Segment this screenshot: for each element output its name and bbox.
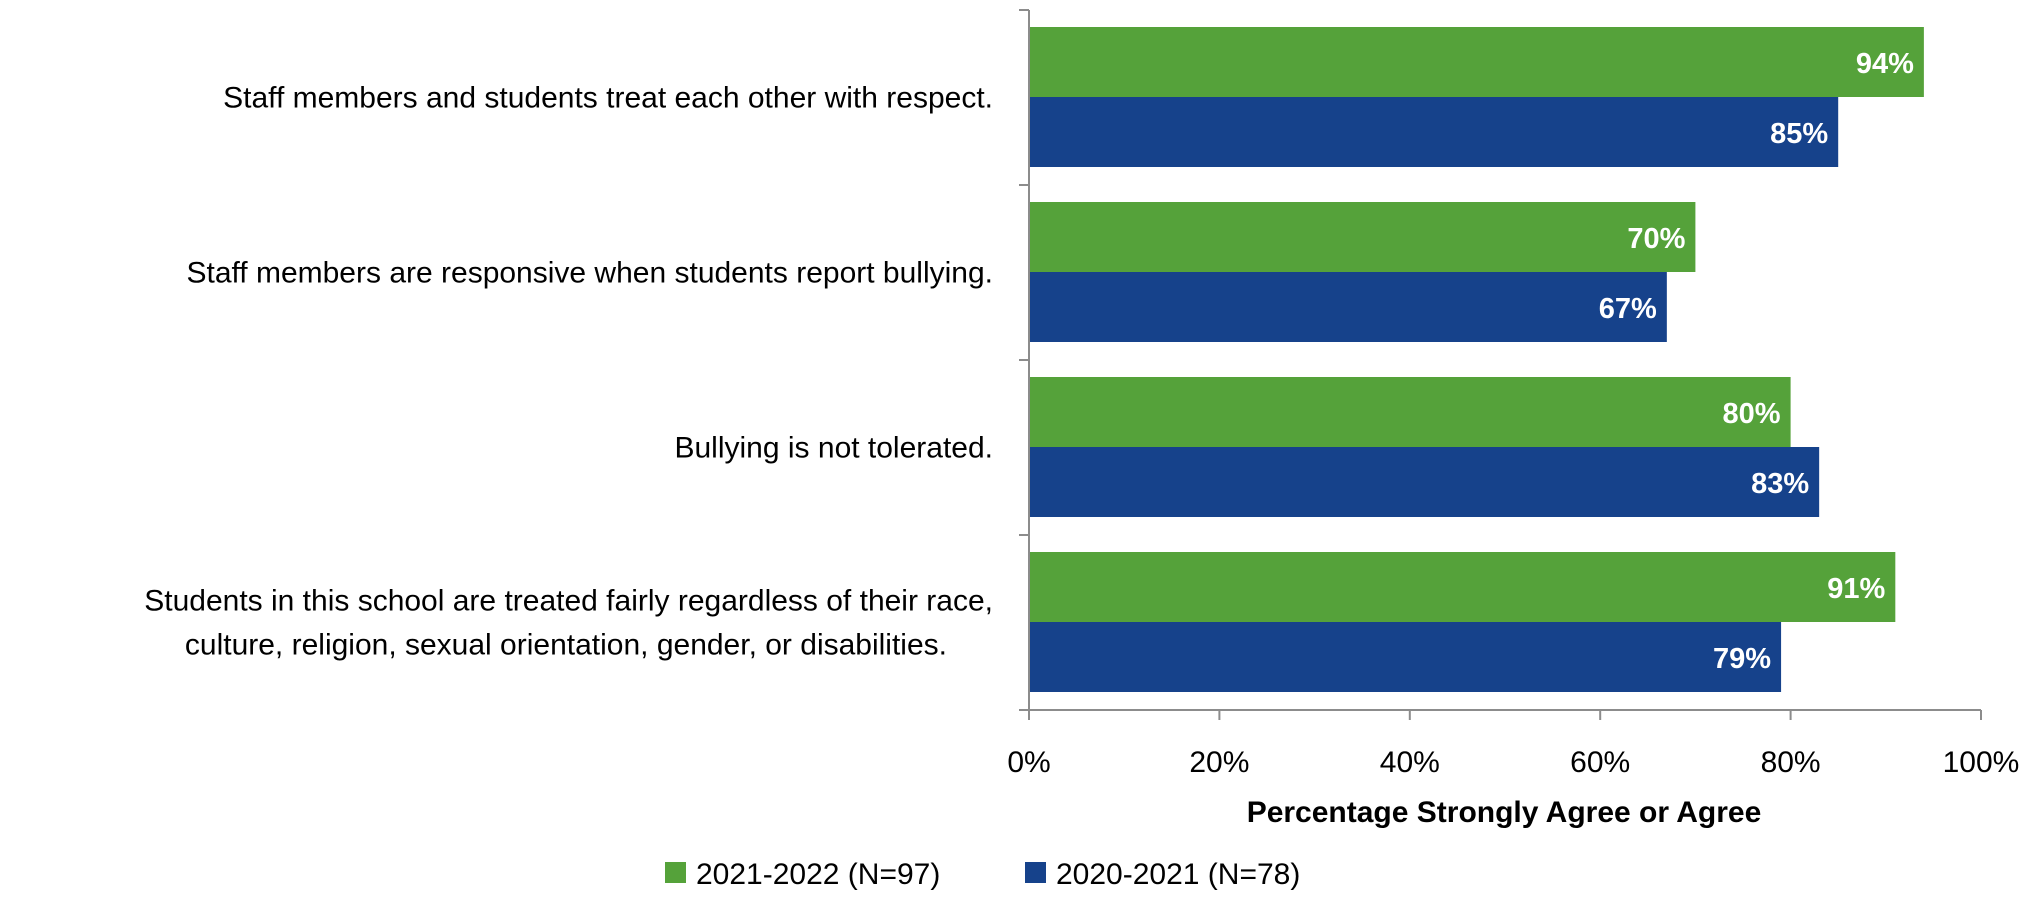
bar-series1-cat2: [1029, 202, 1696, 272]
category-label: Staff members and students treat each ot…: [223, 82, 993, 115]
data-label: 85%: [1770, 118, 1828, 150]
category-label: culture, religion, sexual orientation, g…: [185, 629, 947, 662]
x-tick-label: 40%: [1380, 746, 1440, 779]
bar-series1-cat3: [1029, 377, 1791, 447]
bar-series1-cat1: [1029, 27, 1924, 97]
data-label: 67%: [1599, 293, 1657, 325]
x-tick-label: 0%: [1007, 746, 1050, 779]
bar-series2-cat1: [1029, 97, 1839, 167]
category-label: Staff members are responsive when studen…: [186, 257, 993, 290]
category-labels: Staff members and students treat each ot…: [144, 82, 993, 662]
x-tick-label: 100%: [1943, 746, 2020, 779]
bar-series2-cat3: [1029, 447, 1820, 517]
tick-labels: 0% 20% 40% 60% 80% 100%: [1007, 746, 2019, 779]
category-label: Students in this school are treated fair…: [144, 585, 993, 618]
data-label: 80%: [1723, 398, 1781, 430]
legend-swatch: [1025, 862, 1046, 883]
bar-series1-cat4: [1029, 552, 1896, 622]
axes: [1019, 9, 1982, 720]
x-tick-label: 20%: [1189, 746, 1249, 779]
category-label: Bullying is not tolerated.: [674, 432, 993, 465]
legend: 2021-2022 (N=97) 2020-2021 (N=78): [665, 858, 1300, 891]
x-tick-label: 80%: [1761, 746, 1821, 779]
bar-series2-cat2: [1029, 272, 1667, 342]
data-label: 83%: [1751, 468, 1809, 500]
x-tick-label: 60%: [1570, 746, 1630, 779]
legend-label: 2020-2021 (N=78): [1056, 858, 1300, 891]
x-axis-title: Percentage Strongly Agree or Agree: [1247, 796, 1762, 829]
legend-swatch: [665, 862, 686, 883]
legend-label: 2021-2022 (N=97): [696, 858, 940, 891]
data-labels: 94% 85% 70% 67% 80% 83% 91% 79%: [1599, 48, 1914, 675]
bars: [1029, 27, 1924, 692]
data-label: 70%: [1627, 223, 1685, 255]
bar-series2-cat4: [1029, 622, 1782, 692]
data-label: 91%: [1827, 573, 1885, 605]
data-label: 94%: [1856, 48, 1914, 80]
data-label: 79%: [1713, 643, 1771, 675]
